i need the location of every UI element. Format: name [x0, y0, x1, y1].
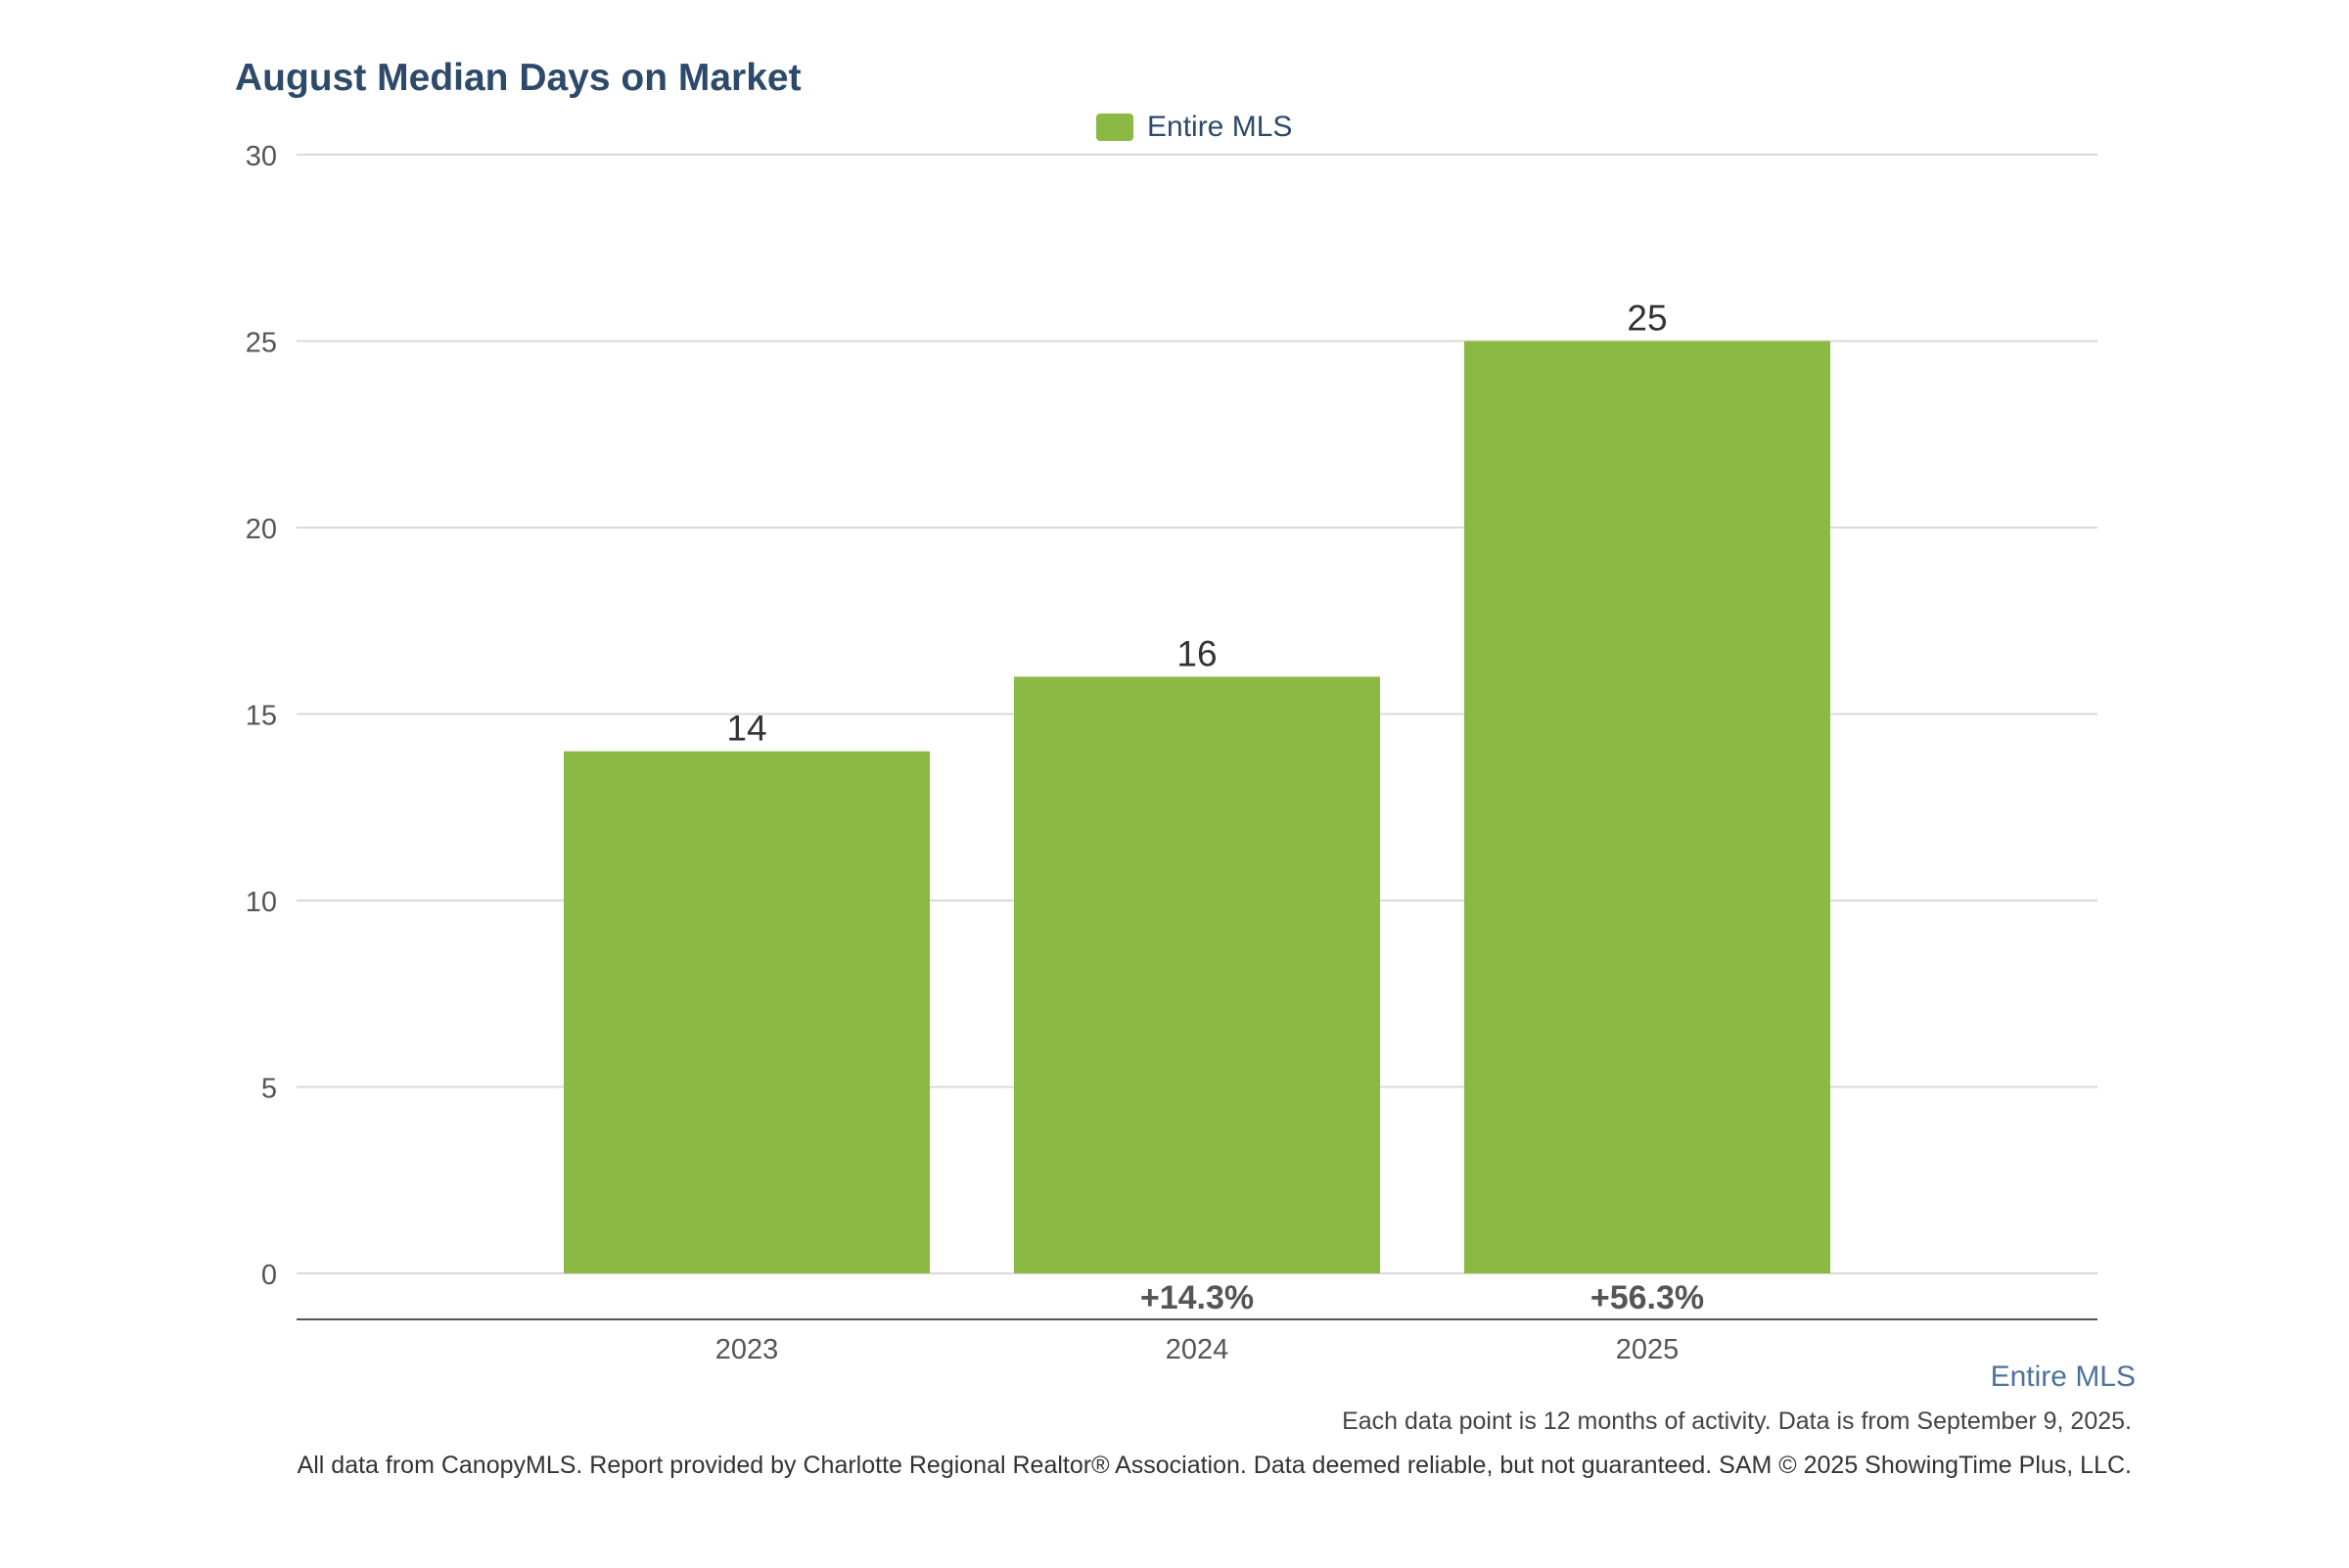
data-label: 16: [1176, 633, 1217, 673]
chart-title: August Median Days on Market: [235, 57, 802, 99]
series-caption: Entire MLS: [1990, 1360, 2136, 1393]
labels: 05101520253014202316+14.3%202425+56.3%20…: [246, 141, 1704, 1365]
legend[interactable]: Entire MLS: [1096, 106, 1292, 149]
x-tick-label: 2025: [1616, 1334, 1680, 1365]
legend-label: Entire MLS: [1147, 111, 1293, 143]
y-tick-label: 30: [246, 141, 277, 172]
bar-2024[interactable]: [1014, 676, 1380, 1273]
data-label: 14: [726, 709, 766, 749]
change-label: +14.3%: [1140, 1279, 1254, 1316]
x-tick-label: 2024: [1166, 1334, 1229, 1365]
bar-2023[interactable]: [564, 751, 930, 1273]
data-label: 25: [1627, 299, 1667, 339]
bar-2025[interactable]: [1464, 341, 1830, 1274]
y-tick-label: 20: [246, 514, 277, 545]
x-tick-label: 2023: [715, 1334, 779, 1365]
data-note: Each data point is 12 months of activity…: [1342, 1407, 2132, 1435]
y-tick-label: 0: [261, 1260, 277, 1291]
source-note: All data from CanopyMLS. Report provided…: [297, 1452, 2132, 1479]
y-tick-label: 25: [246, 328, 277, 359]
change-label: +56.3%: [1590, 1279, 1704, 1316]
legend-swatch: [1096, 114, 1133, 141]
y-tick-label: 10: [246, 887, 277, 918]
y-tick-label: 15: [246, 701, 277, 732]
y-tick-label: 5: [261, 1074, 277, 1105]
bars: [564, 341, 1830, 1274]
